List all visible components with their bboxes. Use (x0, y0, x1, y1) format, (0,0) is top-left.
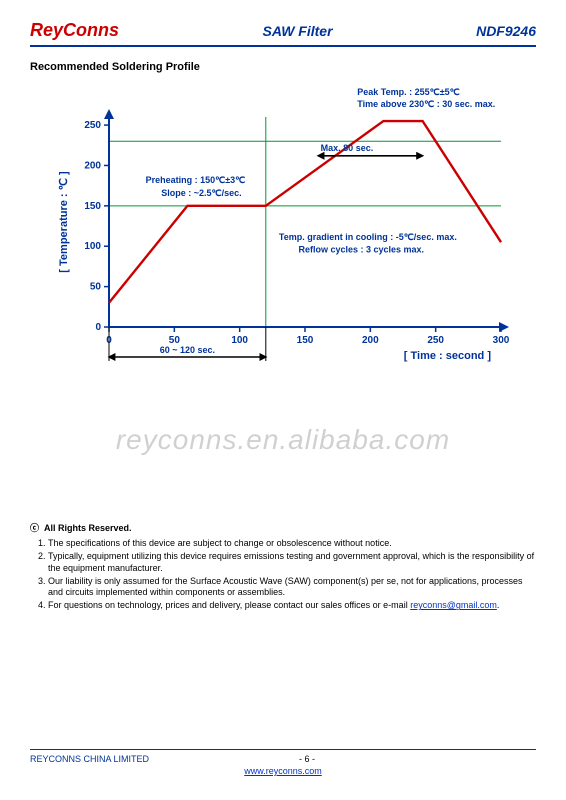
rights-title-text: All Rights Reserved. (44, 523, 132, 533)
svg-text:300: 300 (493, 335, 510, 346)
svg-text:Peak Temp. : 255℃±5℃: Peak Temp. : 255℃±5℃ (357, 87, 460, 97)
svg-text:[ Temperature : ℃ ]: [ Temperature : ℃ ] (58, 171, 70, 273)
svg-text:100: 100 (231, 335, 248, 346)
svg-text:Slope : ~2.5℃/sec.: Slope : ~2.5℃/sec. (161, 188, 241, 198)
svg-text:Time above 230℃ : 30 sec. max.: Time above 230℃ : 30 sec. max. (357, 99, 495, 109)
svg-text:50: 50 (90, 282, 102, 293)
svg-text:100: 100 (84, 241, 101, 252)
svg-text:Preheating : 150℃±3℃: Preheating : 150℃±3℃ (146, 175, 246, 185)
rights-block: ⓒ All Rights Reserved. The specification… (30, 521, 536, 612)
svg-text:250: 250 (84, 120, 101, 131)
rights-item: Our liability is only assumed for the Su… (48, 576, 536, 599)
part-number: NDF9246 (476, 23, 536, 39)
rights-item: The specifications of this device are su… (48, 538, 536, 549)
svg-text:200: 200 (362, 335, 379, 346)
svg-text:Reflow cycles : 3 cycles max.: Reflow cycles : 3 cycles max. (298, 245, 424, 255)
rights-email-link[interactable]: reyconns@gmail.com (410, 600, 497, 610)
copyright-icon: ⓒ (30, 523, 39, 533)
footer-company: REYCONNS CHINA LIMITED (30, 754, 149, 764)
svg-text:Temp. gradient in cooling : -5: Temp. gradient in cooling : -5℃/sec. max… (279, 232, 457, 242)
svg-text:250: 250 (427, 335, 444, 346)
svg-text:150: 150 (84, 201, 101, 212)
watermark-text: reyconns.en.alibaba.com (116, 424, 450, 456)
rights-item: For questions on technology, prices and … (48, 600, 536, 611)
svg-text:0: 0 (95, 322, 101, 333)
rights-title: ⓒ All Rights Reserved. (30, 521, 536, 534)
chart-svg: 050100150200250300050100150200250[ Time … (53, 81, 513, 371)
doc-footer: REYCONNS CHINA LIMITED - 6 - www.reyconn… (30, 749, 536, 776)
rights-item: Typically, equipment utilizing this devi… (48, 551, 536, 574)
svg-text:60 ~ 120 sec.: 60 ~ 120 sec. (160, 345, 215, 355)
brand-logo: ReyConns (30, 20, 119, 41)
product-title: SAW Filter (119, 23, 476, 39)
svg-text:[ Time : second ]: [ Time : second ] (404, 350, 492, 362)
section-title: Recommended Soldering Profile (30, 61, 536, 73)
doc-header: ReyConns SAW Filter NDF9246 (30, 20, 536, 47)
rights-list: The specifications of this device are su… (30, 538, 536, 612)
svg-text:Max. 80 sec.: Max. 80 sec. (321, 143, 374, 153)
soldering-profile-chart: 050100150200250300050100150200250[ Time … (53, 81, 513, 371)
svg-text:150: 150 (297, 335, 314, 346)
footer-link: www.reyconns.com (30, 766, 536, 776)
footer-url-link[interactable]: www.reyconns.com (244, 766, 322, 776)
footer-page: - 6 - (299, 754, 315, 764)
svg-text:200: 200 (84, 160, 101, 171)
